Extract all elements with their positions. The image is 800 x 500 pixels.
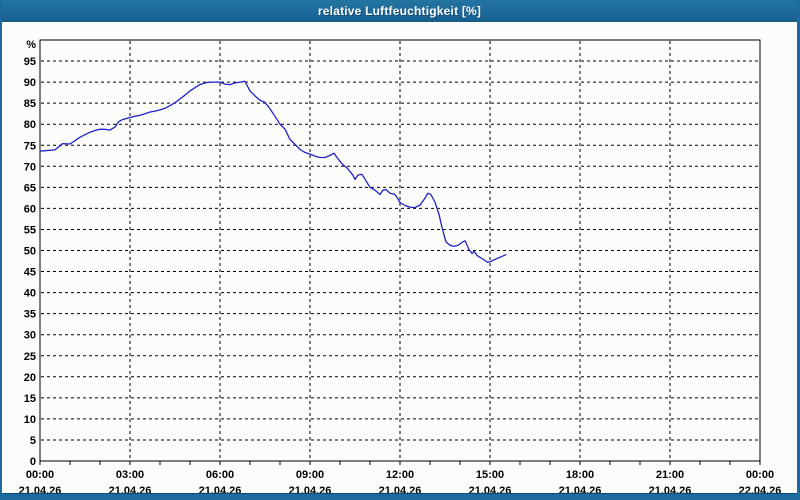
y-tick-label: 95 — [24, 56, 36, 68]
y-tick-label: 75 — [24, 140, 36, 152]
x-tick-time-label: 15:00 — [476, 469, 504, 481]
y-tick-label: 20 — [24, 372, 36, 384]
series-line — [39, 80, 507, 263]
x-tick-time-label: 00:00 — [746, 469, 774, 481]
window-title: relative Luftfeuchtigkeit [%] — [317, 4, 482, 18]
x-tick-date-label: 22.04.26 — [739, 485, 782, 493]
y-tick-label: 35 — [24, 309, 36, 321]
x-tick-date-label: 21.04.26 — [649, 485, 692, 493]
x-tick-date-label: 21.04.26 — [379, 485, 422, 493]
chart-area: 0 5 10 15 20 25 30 35 40 45 50 55 60 65 70 75 80 85 90 95% 0… — [2, 22, 797, 497]
y-tick-label: 70 — [24, 161, 36, 173]
y-tick-label: 0 — [30, 456, 36, 468]
x-tick-date-label: 21.04.26 — [559, 485, 602, 493]
y-tick-label: 45 — [24, 267, 36, 279]
x-tick-date-label: 21.04.26 — [469, 485, 512, 493]
chart-canvas[interactable]: 0 5 10 15 20 25 30 35 40 45 50 55 60 65 70 75 80 85 90 95% 0… — [2, 22, 797, 497]
y-tick-label: 85 — [24, 98, 36, 110]
x-tick-time-label: 09:00 — [296, 469, 324, 481]
y-tick-label: 80 — [24, 119, 36, 131]
x-tick-time-label: 00:00 — [26, 469, 54, 481]
title-bar: relative Luftfeuchtigkeit [%] — [2, 0, 797, 22]
y-tick-label: 30 — [24, 330, 36, 342]
x-tick-time-label: 06:00 — [206, 469, 234, 481]
y-tick-label: 40 — [24, 288, 36, 300]
y-tick-label: 65 — [24, 182, 36, 194]
y-tick-label: 60 — [24, 203, 36, 215]
x-tick-date-label: 21.04.26 — [199, 485, 242, 493]
x-tick-time-label: 03:00 — [116, 469, 144, 481]
y-tick-label: 90 — [24, 77, 36, 89]
y-tick-label: 25 — [24, 351, 36, 363]
y-axis-unit-label: % — [26, 39, 36, 51]
x-tick-time-label: 18:00 — [566, 469, 594, 481]
y-tick-label: 55 — [24, 224, 36, 236]
x-tick-date-label: 21.04.26 — [19, 485, 62, 493]
y-tick-label: 10 — [24, 414, 36, 426]
bottom-bar — [2, 493, 797, 500]
x-tick-date-label: 21.04.26 — [109, 485, 152, 493]
x-tick-time-label: 12:00 — [386, 469, 414, 481]
x-tick-date-label: 21.04.26 — [289, 485, 332, 493]
y-tick-label: 50 — [24, 246, 36, 258]
y-tick-label: 5 — [30, 435, 36, 447]
y-tick-label: 15 — [24, 393, 36, 405]
x-tick-time-label: 21:00 — [656, 469, 684, 481]
